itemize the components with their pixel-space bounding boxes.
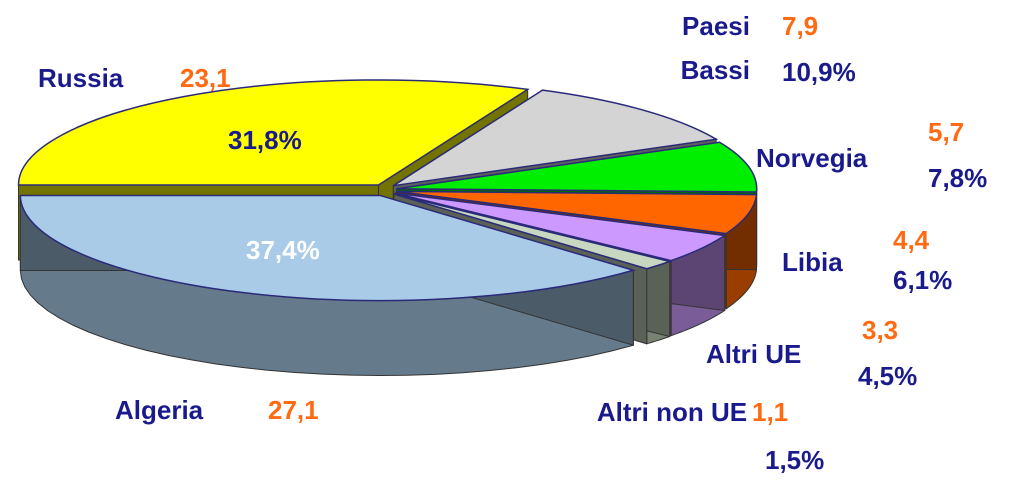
amount-label: 4,4 [893,225,930,255]
slice [19,194,637,302]
percent-label: 31,8% [228,125,302,155]
slice [393,193,673,270]
slice [395,192,727,262]
percent-label: 37,4% [246,235,320,265]
category-label: Norvegia [756,143,868,173]
amount-label: 3,3 [862,315,899,345]
percent-label: 6,1% [893,265,953,295]
percent-label: 7,8% [928,163,988,193]
percent-label: 4,5% [858,361,918,391]
amount-label: 27,1 [268,395,319,425]
category-label: Paesi Bassi [680,11,750,85]
category-label: Russia [38,63,124,93]
slice [17,79,530,186]
amount-label: 23,1 [180,63,231,93]
slice [392,89,719,187]
category-label: Libia [782,247,843,277]
amount-label: 1,1 [752,397,789,427]
category-label: Altri UE [706,339,802,369]
category-label: Altri non UE [596,397,748,427]
percent-label: 10,9% [782,57,856,87]
category-label: Algeria [115,395,204,425]
amount-label: 7,9 [782,11,819,41]
amount-label: 5,7 [928,117,965,147]
slice [396,190,758,235]
slice [396,141,758,193]
percent-label: 1,5% [765,445,825,475]
